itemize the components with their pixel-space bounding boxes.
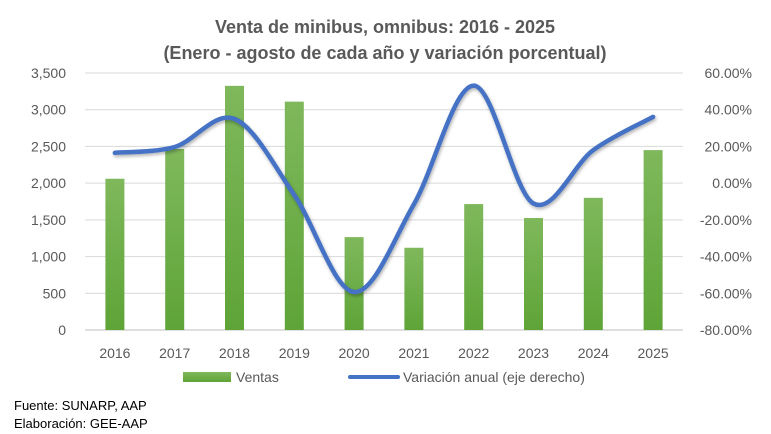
line-variacion-anual [112, 83, 656, 295]
x-axis-tick: 2017 [159, 345, 190, 361]
left-axis-tick: 2,500 [31, 138, 66, 154]
legend-label-variacion: Variación anual (eje derecho) [403, 369, 585, 385]
legend-label-ventas: Ventas [236, 369, 279, 385]
credit-note: Elaboración: GEE-AAP [14, 416, 148, 431]
right-axis-tick: -40.00% [700, 249, 752, 265]
left-axis-tick: 3,000 [31, 102, 66, 118]
right-axis-tick: -60.00% [700, 285, 752, 301]
right-axis-tick: 0.00% [712, 175, 752, 191]
right-axis-tick: -80.00% [700, 322, 752, 338]
left-axis-tick: 500 [43, 285, 67, 301]
x-axis-tick: 2025 [638, 345, 669, 361]
right-axis-tick: 60.00% [705, 65, 752, 81]
x-axis-tick: 2023 [518, 345, 549, 361]
right-axis-tick: -20.00% [700, 212, 752, 228]
left-axis-tick: 1,500 [31, 212, 66, 228]
left-axis-tick: 3,500 [31, 65, 66, 81]
right-axis-tick: 40.00% [705, 102, 752, 118]
bar-ventas-2019 [284, 101, 304, 330]
bar-ventas-2023 [524, 218, 543, 330]
bar-ventas-2024 [583, 197, 603, 330]
left-axis-tick: 2,000 [31, 175, 66, 191]
chart-subtitle: (Enero - agosto de cada año y variación … [163, 43, 606, 63]
chart-title: Venta de minibus, omnibus: 2016 - 2025 [215, 17, 555, 37]
bar-ventas-2020 [344, 237, 364, 330]
source-note: Fuente: SUNARP, AAP [14, 398, 147, 413]
x-axis-tick: 2020 [339, 345, 370, 361]
x-axis-tick: 2016 [99, 345, 130, 361]
left-axis-tick: 0 [58, 322, 66, 338]
x-axis-tick: 2024 [578, 345, 609, 361]
bar-ventas-2016 [105, 178, 125, 330]
legend-swatch-ventas [183, 372, 231, 382]
x-axis-tick: 2018 [219, 345, 250, 361]
bar-ventas-2018 [225, 85, 244, 330]
bar-ventas-2017 [165, 148, 185, 330]
x-axis-tick: 2021 [398, 345, 429, 361]
bar-ventas-2021 [404, 247, 424, 330]
left-axis-tick: 1,000 [31, 249, 66, 265]
x-axis-tick: 2019 [279, 345, 310, 361]
bar-ventas-2022 [464, 204, 484, 330]
x-axis-tick: 2022 [458, 345, 489, 361]
legend: Ventas Variación anual (eje derecho) [183, 369, 585, 385]
bar-ventas-2025 [643, 150, 663, 330]
right-axis-tick: 20.00% [705, 138, 752, 154]
